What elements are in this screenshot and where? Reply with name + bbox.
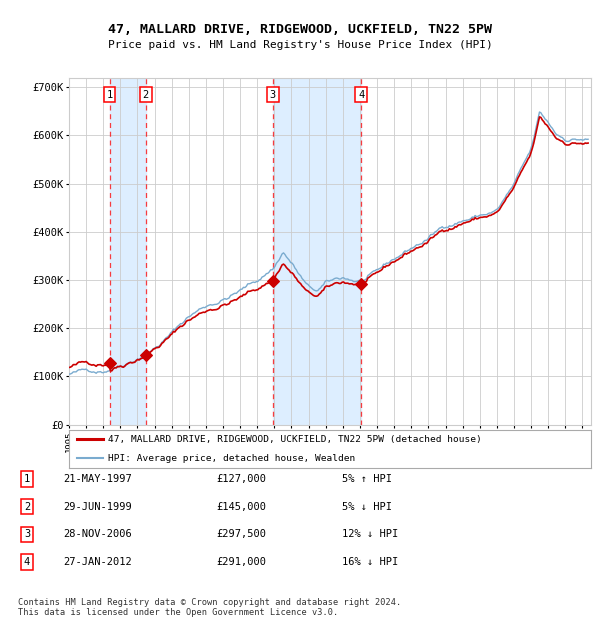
Text: 28-NOV-2006: 28-NOV-2006	[63, 529, 132, 539]
Text: 5% ↑ HPI: 5% ↑ HPI	[342, 474, 392, 484]
Point	[356, 280, 366, 290]
Text: This data is licensed under the Open Government Licence v3.0.: This data is licensed under the Open Gov…	[18, 608, 338, 617]
Bar	[110, 78, 146, 425]
Text: 47, MALLARD DRIVE, RIDGEWOOD, UCKFIELD, TN22 5PW (detached house): 47, MALLARD DRIVE, RIDGEWOOD, UCKFIELD, …	[108, 435, 482, 444]
Text: 3: 3	[270, 90, 276, 100]
Text: 4: 4	[358, 90, 364, 100]
Text: 1: 1	[24, 474, 30, 484]
Text: Price paid vs. HM Land Registry's House Price Index (HPI): Price paid vs. HM Land Registry's House …	[107, 40, 493, 50]
Text: 1: 1	[107, 90, 113, 100]
Text: 21-MAY-1997: 21-MAY-1997	[63, 474, 132, 484]
Text: 27-JAN-2012: 27-JAN-2012	[63, 557, 132, 567]
Text: 29-JUN-1999: 29-JUN-1999	[63, 502, 132, 512]
Text: HPI: Average price, detached house, Wealden: HPI: Average price, detached house, Weal…	[108, 454, 355, 463]
Bar	[273, 78, 361, 425]
Text: 2: 2	[143, 90, 149, 100]
Text: 3: 3	[24, 529, 30, 539]
Text: 5% ↓ HPI: 5% ↓ HPI	[342, 502, 392, 512]
Text: Contains HM Land Registry data © Crown copyright and database right 2024.: Contains HM Land Registry data © Crown c…	[18, 598, 401, 607]
Text: £127,000: £127,000	[216, 474, 266, 484]
Text: £145,000: £145,000	[216, 502, 266, 512]
Point	[141, 350, 151, 360]
Text: 47, MALLARD DRIVE, RIDGEWOOD, UCKFIELD, TN22 5PW: 47, MALLARD DRIVE, RIDGEWOOD, UCKFIELD, …	[108, 23, 492, 35]
Text: 2: 2	[24, 502, 30, 512]
Text: 16% ↓ HPI: 16% ↓ HPI	[342, 557, 398, 567]
Point	[268, 277, 278, 286]
Text: 4: 4	[24, 557, 30, 567]
Text: 12% ↓ HPI: 12% ↓ HPI	[342, 529, 398, 539]
Text: £291,000: £291,000	[216, 557, 266, 567]
Point	[105, 358, 115, 368]
Text: £297,500: £297,500	[216, 529, 266, 539]
